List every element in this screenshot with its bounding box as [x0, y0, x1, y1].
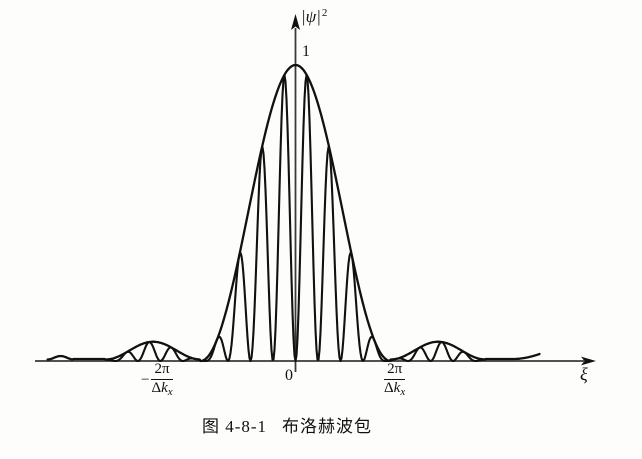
k-symbol: k: [393, 380, 401, 397]
x-tick-label-right: 2π Δkx: [384, 361, 406, 399]
delta-symbol: Δ: [384, 380, 394, 397]
x-tick-label-left: − 2π Δkx: [141, 361, 173, 399]
y-axis-label: |ψ|2: [301, 7, 327, 27]
origin-label: 0: [285, 367, 293, 384]
y-axis-label-exponent: 2: [321, 7, 328, 19]
minus-sign: −: [141, 371, 150, 388]
figure-caption-number: 图 4-8-1: [201, 417, 268, 436]
oscillation-curve: [104, 74, 487, 363]
fraction-left-denominator: Δkx: [151, 380, 173, 399]
y-axis-arrowhead-icon: [291, 14, 300, 30]
fraction-right-numerator: 2π: [387, 361, 403, 377]
peak-value-label: 1: [302, 43, 310, 60]
fraction-right-denominator: Δkx: [384, 380, 406, 399]
k-symbol: k: [161, 380, 168, 397]
envelope-curve: [46, 63, 541, 363]
delta-symbol: Δ: [151, 380, 162, 397]
figure-caption-title: 布洛赫波包: [282, 417, 373, 436]
fraction-left-bar: [151, 379, 173, 381]
fraction-right-bar: [384, 379, 406, 381]
fraction-right: 2π Δkx: [384, 361, 406, 399]
fraction-left: 2π Δkx: [151, 361, 173, 399]
k-subscript: x: [167, 386, 173, 399]
k-subscript: x: [400, 386, 406, 399]
x-axis-arrowhead-icon: [581, 356, 596, 366]
y-axis-label-psi: |ψ|: [301, 7, 321, 26]
x-axis-label: ξ: [580, 364, 588, 384]
fraction-left-numerator: 2π: [154, 361, 170, 377]
figure-caption: 图 4-8-1 布洛赫波包: [202, 412, 372, 437]
